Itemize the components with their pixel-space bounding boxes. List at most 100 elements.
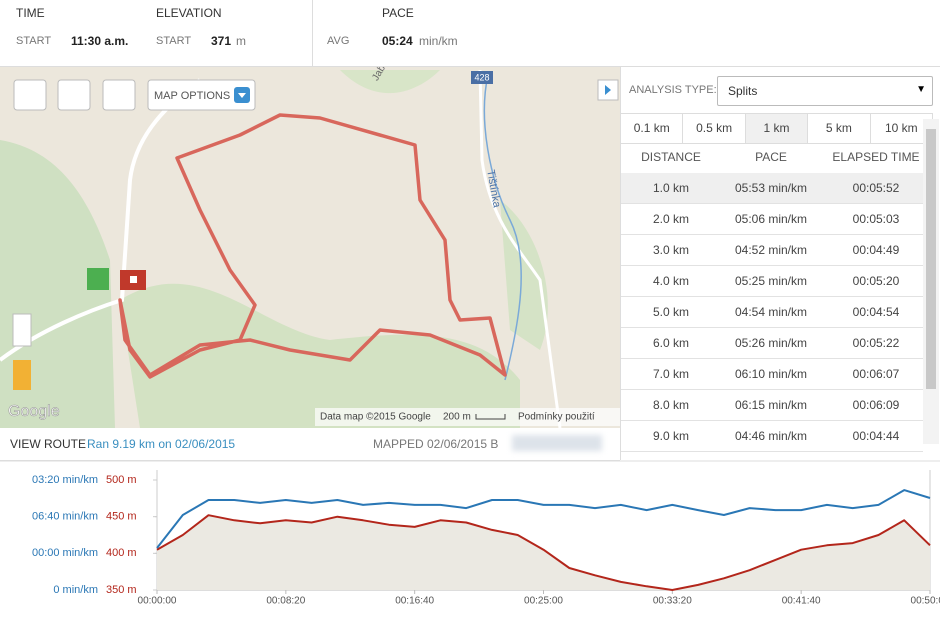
elevation-sub: START — [156, 35, 192, 47]
table-cell: 05:25 min/km — [734, 274, 808, 288]
table-cell: 05:06 min/km — [734, 212, 808, 226]
pace-label: PACE — [382, 6, 414, 20]
table-cell: 2.0 km — [652, 212, 689, 226]
table-cell: 00:05:20 — [852, 274, 900, 288]
x-tick-label: 00:08:20 — [266, 596, 305, 607]
table-cell: 04:52 min/km — [734, 243, 808, 257]
scale-label: 200 m — [443, 412, 471, 423]
divider — [312, 0, 313, 66]
select-caret: ▼ — [916, 84, 926, 95]
table-cell: 00:04:54 — [852, 305, 900, 319]
series-line — [156, 489, 931, 549]
finish-icon — [130, 276, 137, 283]
table-row[interactable]: 2.0 km 05:06 min/km 00:05:03 — [621, 204, 923, 235]
map-options-button[interactable] — [147, 79, 256, 111]
table-row[interactable]: 5.0 km 04:54 min/km 00:04:54 — [621, 297, 923, 328]
table-cell: 00:06:09 — [852, 398, 900, 412]
table-cell: 05:53 min/km — [734, 181, 808, 195]
analysis-select[interactable]: Splits ▼ — [717, 76, 933, 106]
y2-tick-label: 400 m — [106, 547, 137, 559]
pegman[interactable] — [13, 360, 31, 390]
table-cell: 00:05:52 — [852, 181, 900, 195]
scrollbar[interactable] — [923, 119, 939, 444]
elevation-label: ELEVATION — [156, 6, 222, 20]
tab[interactable]: 10 km — [870, 114, 933, 143]
time-sub: START — [16, 35, 52, 47]
route-path — [118, 113, 507, 379]
route-bar: VIEW ROUTE Ran 9.19 km on 02/06/2015 MAP… — [0, 428, 620, 461]
y2-tick-label: 450 m — [106, 511, 137, 523]
pace-unit: min/km — [419, 34, 458, 48]
series-line — [156, 514, 931, 591]
tab[interactable]: 1 km — [745, 114, 809, 143]
table-cell: 05:26 min/km — [734, 336, 808, 350]
y-tick-label: 00:00 min/km — [32, 547, 98, 559]
time-label: TIME — [16, 6, 45, 20]
splits-table: DISTANCE PACE ELAPSED TIME 1.0 km 05:53 min/… — [621, 143, 923, 460]
route-summary: Ran 9.19 km on 02/06/2015 — [87, 437, 236, 451]
table-cell: 00:05:03 — [852, 212, 900, 226]
scale-bar — [475, 414, 506, 420]
forest — [0, 140, 115, 428]
table-cell: 04:46 min/km — [734, 429, 808, 443]
tab[interactable]: 5 km — [808, 114, 871, 143]
x-tick-label: 00:25:00 — [524, 596, 563, 607]
y2-tick-label: 350 m — [106, 584, 137, 596]
x-tick-label: 00:41:40 — [782, 596, 821, 607]
table-cell: 3.0 km — [652, 243, 689, 257]
column-header: PACE — [755, 150, 787, 164]
fullscreen-button[interactable] — [13, 79, 47, 111]
pace-sub: AVG — [327, 35, 350, 47]
table-cell: 1.0 km — [652, 181, 689, 195]
table-cell: 06:15 min/km — [734, 398, 808, 412]
stream — [483, 74, 522, 381]
table-row[interactable]: 8.0 km 06:15 min/km 00:06:09 — [621, 390, 923, 421]
3d-button[interactable] — [57, 79, 91, 111]
start-marker[interactable] — [87, 268, 109, 290]
road — [478, 69, 562, 428]
google-logo: Google — [8, 403, 60, 420]
scroll-thumb[interactable] — [926, 129, 936, 389]
table-row[interactable]: 3.0 km 04:52 min/km 00:04:49 — [621, 235, 923, 266]
y2-tick-label: 500 m — [106, 474, 137, 486]
select-value: Splits — [728, 84, 758, 98]
table-row[interactable]: 1.0 km 05:53 min/km 00:05:52 — [621, 173, 923, 204]
table-row[interactable]: 7.0 km 06:10 min/km 00:06:07 — [621, 359, 923, 390]
x-tick-label: 00:16:40 — [395, 596, 434, 607]
terms-link[interactable]: Podmínky použití — [518, 412, 595, 423]
mapped: MAPPED 02/06/2015 B — [373, 437, 499, 451]
series-area — [157, 515, 930, 590]
blurred-name — [512, 435, 602, 451]
map[interactable]: 428 Tištínka Jablo MAP OPTIONS Google Da… — [0, 67, 620, 428]
caret — [238, 93, 246, 98]
table-row[interactable]: 9.0 km 04:46 min/km 00:04:44 — [621, 421, 923, 452]
y-tick-label: 06:40 min/km — [32, 511, 98, 523]
table-cell: 00:04:49 — [852, 243, 900, 257]
table-cell: 7.0 km — [652, 367, 689, 381]
tab[interactable]: 0.1 km — [621, 114, 684, 143]
caret — [605, 85, 611, 95]
replay-button[interactable] — [102, 79, 136, 111]
tab[interactable]: 0.5 km — [683, 114, 746, 143]
zoom-control[interactable] — [12, 313, 32, 347]
table-row[interactable]: 4.0 km 05:25 min/km 00:05:20 — [621, 266, 923, 297]
attribution-bar — [315, 408, 620, 426]
stats-bar: TIME START 11:30 a.m. ELEVATION START 37… — [0, 0, 940, 67]
table-cell: 00:04:44 — [852, 429, 900, 443]
x-tick-label: 00:00:00 — [138, 596, 177, 607]
road-shield — [471, 71, 493, 84]
pace-value: 05:24 — [382, 34, 413, 48]
column-header: ELAPSED TIME — [832, 150, 920, 164]
x-tick-label: 00:33:20 — [653, 596, 692, 607]
table-cell: 04:54 min/km — [734, 305, 808, 319]
map-options-label: MAP OPTIONS — [154, 90, 230, 102]
view-route[interactable]: VIEW ROUTE — [10, 437, 87, 451]
elevation-value: 371 — [211, 34, 232, 48]
table-cell: 5.0 km — [652, 305, 689, 319]
elevation-unit: m — [236, 34, 246, 48]
table-cell: 4.0 km — [652, 274, 689, 288]
table-row[interactable]: 6.0 km 05:26 min/km 00:05:22 — [621, 328, 923, 359]
table-cell: 06:10 min/km — [734, 367, 808, 381]
time-value: 11:30 a.m. — [71, 34, 129, 48]
